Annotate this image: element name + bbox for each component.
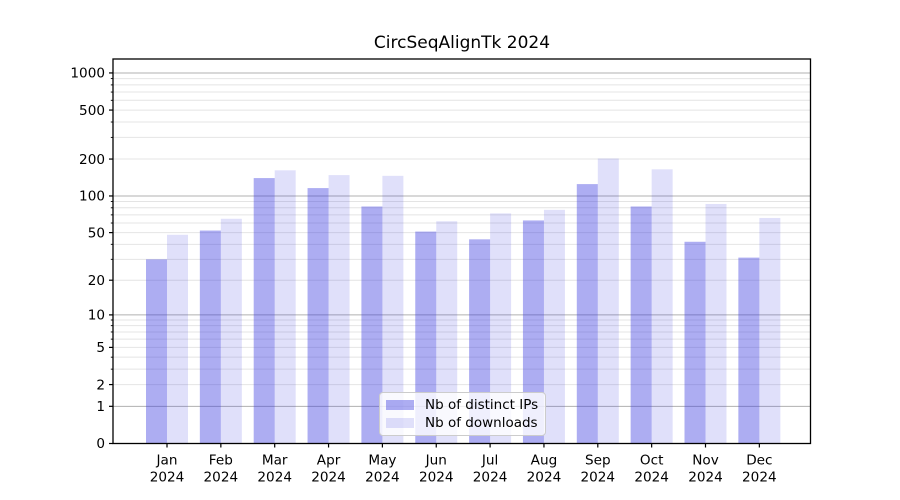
chart-title: CircSeqAlignTk 2024 bbox=[373, 33, 551, 53]
x-tick-label-month-oct: Oct bbox=[640, 453, 664, 469]
bar-downloads-sep bbox=[597, 158, 619, 444]
bar-distinct-ips-feb bbox=[199, 230, 221, 444]
y-tick-label-1: 1 bbox=[96, 399, 105, 415]
bar-downloads-apr bbox=[328, 175, 350, 444]
legend: Nb of distinct IPs Nb of downloads bbox=[379, 392, 546, 436]
x-tick-label-year-nov: 2024 bbox=[688, 470, 723, 486]
bar-downloads-feb bbox=[220, 218, 242, 444]
bars bbox=[146, 158, 781, 444]
bar-distinct-ips-sep bbox=[576, 184, 598, 444]
x-tick-label-month-mar: Mar bbox=[262, 453, 288, 469]
x-tick-label-month-sep: Sep bbox=[585, 453, 611, 469]
bar-downloads-mar bbox=[274, 170, 296, 444]
x-tick-label-year-jun: 2024 bbox=[419, 470, 454, 486]
x-tick-label-year-sep: 2024 bbox=[580, 470, 615, 486]
x-tick-label-year-aug: 2024 bbox=[527, 470, 562, 486]
bar-downloads-dec bbox=[759, 217, 781, 444]
bar-distinct-ips-may bbox=[361, 206, 383, 444]
x-tick-label-year-dec: 2024 bbox=[742, 470, 777, 486]
legend-swatch-downloads bbox=[386, 417, 414, 429]
x-tick-label-year-apr: 2024 bbox=[311, 470, 346, 486]
bar-distinct-ips-oct bbox=[630, 206, 652, 444]
x-tick-label-year-jan: 2024 bbox=[150, 470, 185, 486]
bar-downloads-may bbox=[382, 175, 404, 444]
bar-distinct-ips-jun bbox=[415, 231, 437, 444]
y-tick-label-200: 200 bbox=[79, 152, 105, 168]
legend-item-downloads: Nb of downloads bbox=[386, 414, 545, 432]
x-tick-label-month-jan: Jan bbox=[156, 453, 178, 469]
bar-downloads-aug bbox=[543, 209, 565, 444]
x-tick-label-month-dec: Dec bbox=[746, 453, 772, 469]
x-tick-label-month-jul: Jul bbox=[481, 453, 498, 469]
bar-downloads-nov bbox=[705, 203, 727, 444]
bar-downloads-oct bbox=[651, 169, 673, 444]
bar-downloads-jan bbox=[167, 234, 188, 444]
y-tick-label-100: 100 bbox=[79, 189, 105, 205]
legend-label-distinct-ips: Nb of distinct IPs bbox=[425, 397, 539, 413]
bar-downloads-jun bbox=[436, 221, 458, 444]
bar-distinct-ips-aug bbox=[522, 220, 544, 444]
x-tick-label-month-may: May bbox=[368, 453, 396, 469]
y-tick-label-0: 0 bbox=[96, 436, 105, 452]
x-tick-label-month-aug: Aug bbox=[531, 453, 558, 469]
x-tick-label-year-jul: 2024 bbox=[473, 470, 508, 486]
x-tick-label-year-may: 2024 bbox=[365, 470, 400, 486]
x-tick-label-year-feb: 2024 bbox=[204, 470, 239, 486]
y-tick-label-1000: 1000 bbox=[70, 66, 105, 82]
bar-distinct-ips-dec bbox=[738, 257, 760, 444]
bar-distinct-ips-mar bbox=[253, 178, 275, 444]
y-tick-label-50: 50 bbox=[88, 225, 105, 241]
legend-label-downloads: Nb of downloads bbox=[425, 415, 538, 431]
x-ticks bbox=[166, 443, 760, 448]
x-tick-label-year-mar: 2024 bbox=[257, 470, 292, 486]
x-tick-label-year-oct: 2024 bbox=[634, 470, 669, 486]
bar-distinct-ips-jan bbox=[146, 259, 167, 444]
y-tick-label-5: 5 bbox=[96, 340, 105, 356]
bar-distinct-ips-nov bbox=[684, 241, 706, 444]
x-tick-label-month-jun: Jun bbox=[425, 453, 447, 469]
y-ticks bbox=[109, 72, 113, 445]
y-tick-labels: 0 1 2 5 10 20 50 100 200 500 1000 bbox=[70, 66, 105, 453]
y-tick-label-2: 2 bbox=[96, 377, 105, 393]
legend-swatch-distinct-ips bbox=[386, 399, 414, 411]
y-tick-label-500: 500 bbox=[79, 103, 105, 119]
gridlines-minor bbox=[113, 78, 811, 386]
legend-item-distinct-ips: Nb of distinct IPs bbox=[386, 396, 545, 414]
y-tick-label-10: 10 bbox=[88, 308, 105, 324]
y-tick-label-20: 20 bbox=[88, 273, 105, 289]
bar-distinct-ips-apr bbox=[307, 188, 329, 444]
x-tick-label-month-apr: Apr bbox=[317, 453, 341, 469]
x-tick-labels: Jan2024Feb2024Mar2024Apr2024May2024Jun20… bbox=[150, 453, 777, 486]
x-tick-label-month-nov: Nov bbox=[692, 453, 719, 469]
axes-spines bbox=[112, 58, 812, 445]
x-tick-label-month-feb: Feb bbox=[209, 453, 233, 469]
bar-downloads-jul bbox=[490, 213, 512, 444]
